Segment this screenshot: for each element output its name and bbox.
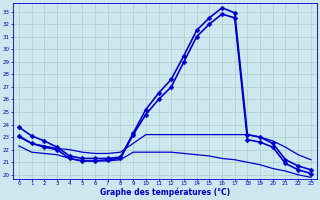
X-axis label: Graphe des températures (°C): Graphe des températures (°C)	[100, 188, 230, 197]
